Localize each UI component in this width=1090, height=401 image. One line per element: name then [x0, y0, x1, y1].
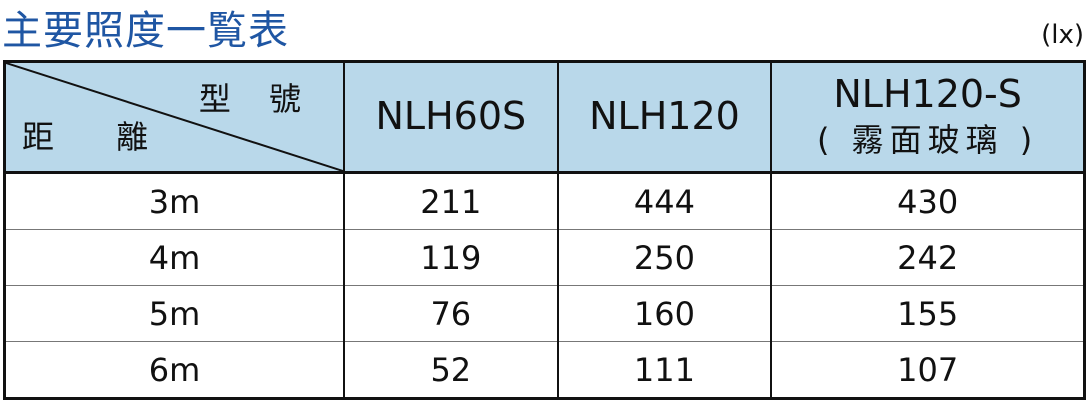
value-cell: 111: [556, 341, 772, 399]
value-cell: 242: [770, 229, 1085, 286]
column-header: NLH120-S ( 霧面玻璃 ): [770, 60, 1086, 174]
table-row: 4m 119 250 242: [3, 229, 1085, 286]
model-label: 型 號: [198, 80, 315, 118]
table-row: 6m 52 111 107: [3, 341, 1085, 399]
header-row: 型 號 距 離 NLH60S NLH120 NLH120-S ( 霧面玻璃 ): [3, 60, 1086, 174]
table-row: 5m 76 160 155: [3, 285, 1085, 342]
unit-label: (lx): [1041, 20, 1084, 50]
distance-cell: 6m: [3, 341, 344, 399]
distance-cell: 5m: [3, 285, 344, 342]
value-cell: 155: [770, 285, 1085, 342]
value-cell: 211: [343, 172, 558, 230]
page-title: 主要照度一覧表: [2, 8, 289, 54]
table-row: 3m 211 444 430: [3, 172, 1085, 230]
corner-header-cell: 型 號 距 離: [3, 60, 345, 174]
value-cell: 430: [770, 172, 1085, 230]
distance-label: 距 離: [22, 118, 175, 156]
diagonal-line: [6, 63, 343, 171]
column-label: NLH60S: [375, 94, 527, 139]
column-sublabel: ( 霧面玻璃 ): [816, 121, 1039, 159]
column-header: NLH60S: [343, 60, 559, 174]
value-cell: 444: [556, 172, 772, 230]
value-cell: 160: [556, 285, 772, 342]
distance-cell: 4m: [3, 229, 344, 286]
value-cell: 107: [770, 341, 1085, 399]
value-cell: 52: [343, 341, 558, 399]
value-cell: 76: [343, 285, 558, 342]
distance-cell: 3m: [3, 172, 344, 230]
value-cell: 250: [556, 229, 772, 286]
column-label: NLH120-S: [833, 72, 1022, 117]
column-label: NLH120: [589, 94, 740, 139]
column-header: NLH120: [556, 60, 773, 174]
illuminance-table: 型 號 距 離 NLH60S NLH120 NLH120-S ( 霧面玻璃 ) 3…: [3, 60, 1086, 400]
value-cell: 119: [343, 229, 558, 286]
